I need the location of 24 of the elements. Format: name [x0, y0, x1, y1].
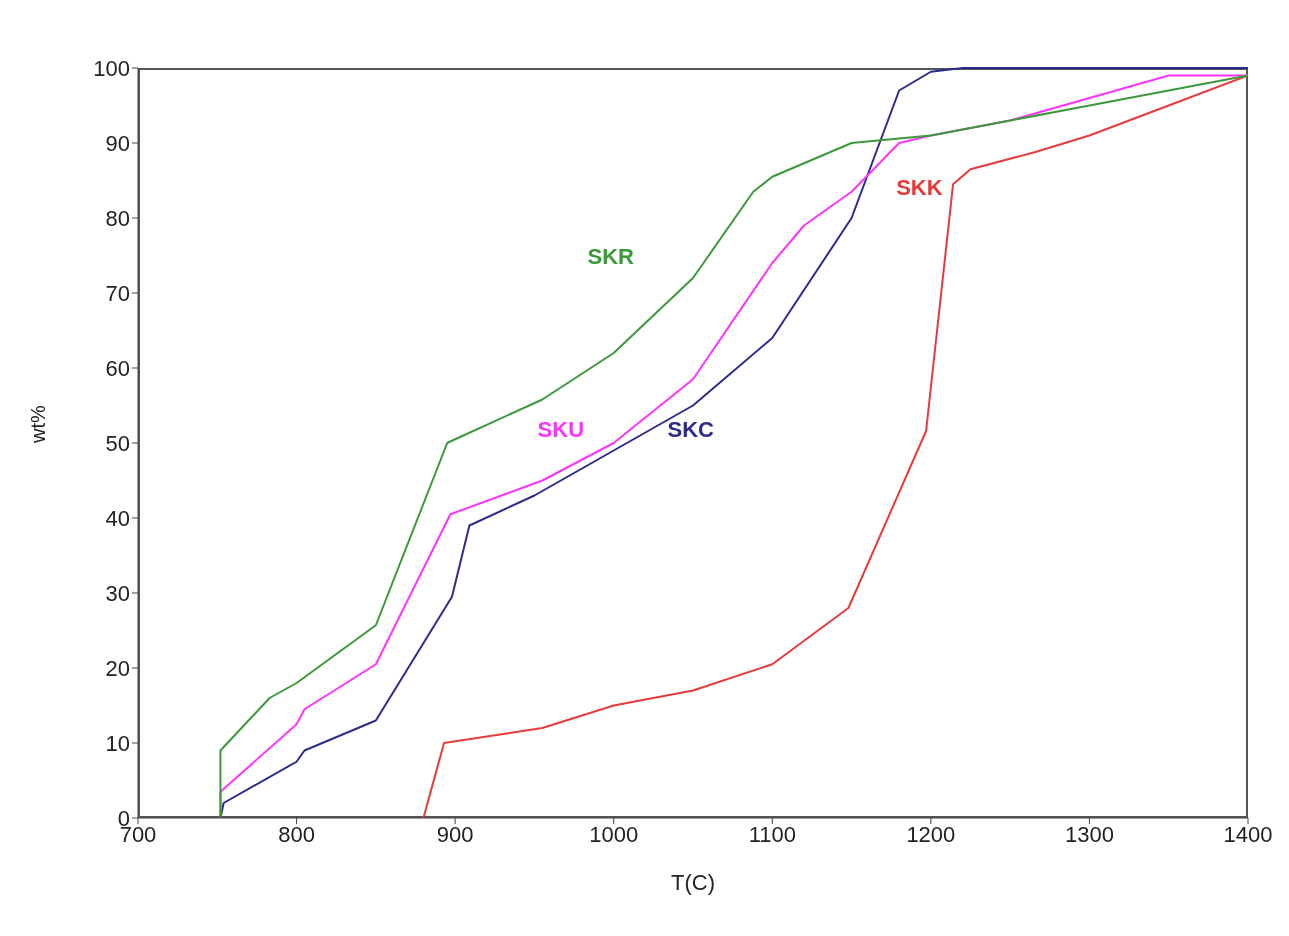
x-tick-label: 1200 [906, 821, 956, 847]
x-tick-label: 900 [436, 821, 474, 847]
y-tick-label: 30 [105, 580, 130, 606]
x-tick-label: 1300 [1064, 821, 1114, 847]
y-tick-label: 60 [105, 355, 130, 381]
y-axis-title: wt% [27, 405, 50, 444]
line-series [422, 74, 1248, 819]
y-tick-label: 90 [105, 130, 130, 156]
y-tick-label: 40 [105, 505, 130, 531]
y-tick-label: 50 [105, 430, 130, 456]
x-tick-label: 1100 [748, 821, 796, 847]
y-tick-label: 70 [105, 280, 130, 306]
y-tick-label: 80 [105, 205, 130, 231]
text: SKR [587, 244, 634, 271]
series-label: SKK [896, 175, 943, 202]
series-label: SKC [667, 416, 714, 443]
x-axis-title: T(C) [671, 870, 715, 895]
x-tick-label: 800 [278, 821, 315, 847]
x-tick-label: 1000 [589, 821, 639, 847]
x-tick-label: 1400 [1223, 821, 1273, 847]
y-tick-label: 20 [105, 655, 130, 681]
series-label: SKU [537, 416, 585, 443]
y-tick-label: 100 [93, 55, 130, 81]
y-tick-label: 10 [105, 730, 130, 756]
